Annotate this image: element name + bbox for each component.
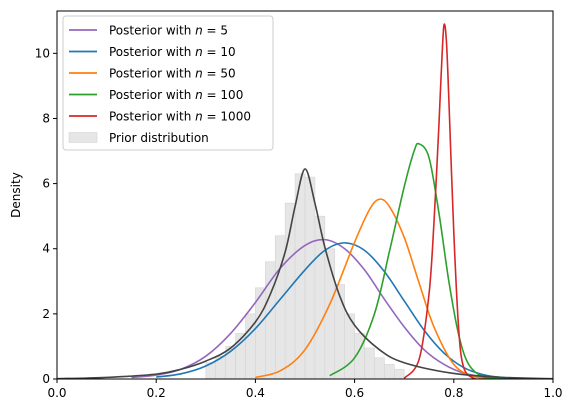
series-line-posterior-with-n-50	[255, 198, 494, 379]
histogram-bar	[334, 284, 345, 379]
series-line-posterior-with-n-10	[156, 242, 524, 379]
x-axis: 0.0 0.2 0.4 0.6 0.8 1.0	[47, 379, 563, 400]
x-tick-label: 0.6	[345, 386, 364, 400]
y-axis-label: Density	[9, 172, 23, 218]
x-tick-label: 0.0	[47, 386, 66, 400]
legend-label: Posterior with n = 5	[109, 24, 228, 38]
y-tick-label: 4	[42, 242, 50, 256]
histogram-bar	[393, 368, 405, 379]
y-tick-label: 6	[42, 177, 50, 191]
series-line-posterior-with-n-100	[329, 142, 504, 379]
y-tick-label: 8	[42, 111, 50, 125]
y-tick-label: 10	[35, 46, 50, 60]
series-line-posterior-with-n-1000	[403, 23, 484, 379]
histogram-bar	[374, 357, 385, 379]
legend-label: Posterior with n = 100	[109, 88, 243, 102]
legend-label: Posterior with n = 50	[109, 67, 236, 81]
legend-label: Prior distribution	[109, 131, 209, 145]
y-tick-label: 0	[42, 372, 50, 386]
plot-frame	[56, 10, 554, 380]
legend-label: Posterior with n = 10	[109, 45, 236, 59]
y-tick-label: 2	[42, 307, 50, 321]
posterior-lines	[57, 23, 553, 379]
legend-swatch	[68, 132, 98, 143]
x-tick-label: 0.8	[444, 386, 463, 400]
legend-box	[62, 15, 274, 151]
histogram-bar	[384, 364, 395, 379]
x-tick-label: 1.0	[543, 386, 562, 400]
legend: Posterior with n = 5 Posterior with n = 1…	[62, 15, 274, 151]
series-line-posterior-with-n-5	[131, 238, 504, 379]
histogram-bar	[265, 261, 276, 379]
series-line-prior-density	[57, 168, 553, 379]
histogram-bar	[324, 248, 336, 379]
legend-label: Posterior with n = 1000	[109, 110, 251, 124]
histogram-bar	[364, 347, 375, 379]
x-tick-label: 0.2	[147, 386, 166, 400]
y-axis: 0 2 4 6 8 10	[35, 46, 57, 386]
x-tick-label: 0.4	[246, 386, 265, 400]
